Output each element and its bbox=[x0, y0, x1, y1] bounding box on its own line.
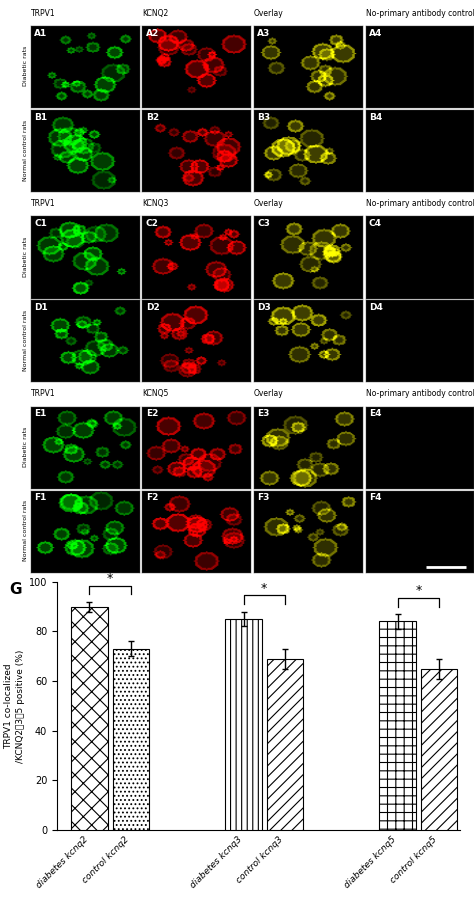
Text: KCNQ5: KCNQ5 bbox=[142, 390, 169, 398]
Text: Diabetic rats: Diabetic rats bbox=[23, 46, 28, 87]
Text: KCNQ2: KCNQ2 bbox=[142, 9, 169, 17]
Text: No-primary antibody control: No-primary antibody control bbox=[366, 390, 474, 398]
Text: F4: F4 bbox=[369, 493, 382, 502]
Text: A3: A3 bbox=[257, 29, 271, 38]
Bar bbox=[379, 621, 416, 830]
Y-axis label: TRPV1 co-localized
/KCNQ2、3、5 positive (%): TRPV1 co-localized /KCNQ2、3、5 positive (… bbox=[4, 649, 25, 762]
Text: *: * bbox=[415, 584, 421, 597]
Text: Normal control rats: Normal control rats bbox=[23, 501, 28, 561]
Text: A1: A1 bbox=[34, 29, 47, 38]
Text: B4: B4 bbox=[369, 113, 382, 122]
Text: Normal control rats: Normal control rats bbox=[23, 120, 28, 180]
Text: A2: A2 bbox=[146, 29, 159, 38]
Text: Normal control rats: Normal control rats bbox=[23, 310, 28, 371]
Text: No-primary antibody control: No-primary antibody control bbox=[366, 9, 474, 17]
Bar bbox=[71, 607, 108, 830]
Text: *: * bbox=[107, 572, 113, 585]
Text: TRPV1: TRPV1 bbox=[31, 390, 55, 398]
Text: C3: C3 bbox=[257, 219, 270, 228]
Text: F1: F1 bbox=[34, 493, 46, 502]
Bar bbox=[225, 619, 262, 830]
Text: C4: C4 bbox=[369, 219, 382, 228]
Text: B2: B2 bbox=[146, 113, 159, 122]
Text: C2: C2 bbox=[146, 219, 159, 228]
Text: No-primary antibody control: No-primary antibody control bbox=[366, 199, 474, 207]
Text: Overlay: Overlay bbox=[254, 390, 284, 398]
Text: D2: D2 bbox=[146, 303, 159, 312]
Text: Overlay: Overlay bbox=[254, 199, 284, 207]
Text: E3: E3 bbox=[257, 410, 270, 419]
Text: KCNQ3: KCNQ3 bbox=[142, 199, 169, 207]
Text: A4: A4 bbox=[369, 29, 383, 38]
Text: B3: B3 bbox=[257, 113, 271, 122]
Text: D1: D1 bbox=[34, 303, 48, 312]
Text: C1: C1 bbox=[34, 219, 47, 228]
Text: F2: F2 bbox=[146, 493, 158, 502]
Text: E2: E2 bbox=[146, 410, 158, 419]
Text: D3: D3 bbox=[257, 303, 271, 312]
Text: E4: E4 bbox=[369, 410, 382, 419]
Text: Diabetic rats: Diabetic rats bbox=[23, 236, 28, 277]
Text: D4: D4 bbox=[369, 303, 383, 312]
Text: F3: F3 bbox=[257, 493, 270, 502]
Text: TRPV1: TRPV1 bbox=[31, 199, 55, 207]
Text: TRPV1: TRPV1 bbox=[31, 9, 55, 17]
Text: E1: E1 bbox=[34, 410, 46, 419]
Text: Overlay: Overlay bbox=[254, 9, 284, 17]
Bar bbox=[113, 649, 149, 830]
Bar bbox=[267, 658, 303, 830]
Bar bbox=[421, 668, 457, 830]
Text: *: * bbox=[261, 582, 267, 595]
Text: G: G bbox=[9, 582, 22, 597]
Text: B1: B1 bbox=[34, 113, 47, 122]
Text: Diabetic rats: Diabetic rats bbox=[23, 427, 28, 467]
